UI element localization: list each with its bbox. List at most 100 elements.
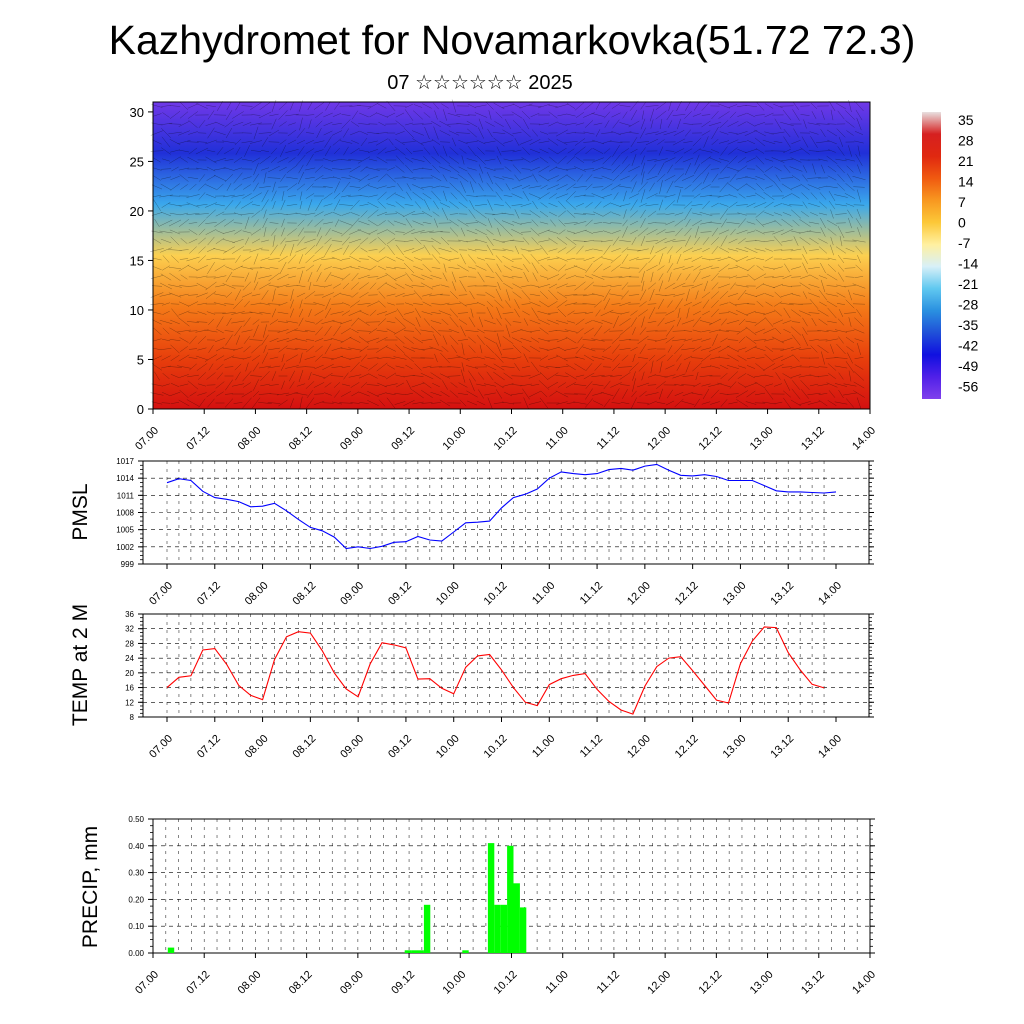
temp-2m-x-tick-label: 10.00 [434, 733, 462, 761]
temp-2m-x-tick-label: 14.00 [816, 733, 844, 761]
pmsl-y-tick-label: 1002 [116, 543, 134, 552]
heatmap-field [153, 102, 870, 409]
precip-bar [513, 883, 520, 953]
heatmap-x-tick-label: 13.00 [748, 425, 776, 453]
heatmap-x-tick-label: 10.00 [440, 425, 468, 453]
colorbar-label: -56 [958, 379, 978, 395]
precip-y-tick-label: 0.40 [128, 842, 144, 851]
precip-x-tick-label: 14.00 [850, 969, 878, 997]
colorbar-label: -7 [958, 235, 971, 251]
precip-bar [519, 907, 527, 953]
precip-bar [500, 904, 508, 953]
precip-bar [404, 950, 412, 953]
pmsl-y-tick-label: 1017 [116, 457, 134, 466]
heatmap-x-tick-label: 14.00 [850, 425, 878, 453]
precip-x-tick-label: 07.00 [133, 969, 161, 997]
pmsl-x-tick-label: 08.00 [243, 580, 271, 608]
temp-2m-y-tick-label: 28 [125, 639, 134, 648]
colorbar [922, 112, 941, 399]
pmsl-x-tick-label: 09.00 [338, 580, 366, 608]
precip-bar [487, 843, 495, 953]
wind-barbs-layer [150, 99, 866, 410]
temp-2m-x-tick-label: 11.12 [578, 733, 605, 760]
pmsl-y-tick-label: 1005 [116, 526, 134, 535]
temp-2m-x-tick-label: 10.12 [482, 733, 510, 761]
temp-2m-y-tick-label: 24 [125, 654, 134, 663]
heatmap-x-tick-label: 08.12 [287, 425, 315, 453]
temp-2m-x-tick-label: 13.12 [768, 733, 796, 761]
precip-y-tick-label: 0.10 [128, 922, 144, 931]
precip-y-tick-label: 0.00 [128, 949, 144, 958]
chart-subtitle: 07 ☆☆☆☆☆☆ 2025 [387, 72, 573, 94]
heatmap-y-tick-label: 25 [130, 154, 144, 169]
temp-2m-y-tick-label: 32 [125, 625, 134, 634]
pmsl-x-tick-label: 12.00 [625, 580, 653, 608]
pmsl-ylabel: PMSL [69, 483, 92, 540]
pmsl-y-tick-label: 1011 [117, 491, 135, 500]
colorbar-label: 14 [958, 174, 974, 190]
pmsl-x-tick-label: 07.12 [195, 580, 223, 608]
heatmap-x-tick-label: 07.12 [184, 425, 212, 453]
colorbar-label: 7 [958, 194, 966, 210]
heatmap-x-tick-label: 12.00 [645, 425, 673, 453]
pmsl-y-tick-label: 1008 [116, 509, 134, 518]
pmsl-x-tick-label: 13.12 [768, 580, 796, 608]
pmsl-x-tick-label: 10.00 [434, 580, 462, 608]
chart-title: Kazhydromet for Novamarkovka(51.72 72.3) [108, 17, 916, 63]
temp-2m-x-tick-label: 09.12 [386, 733, 414, 761]
pmsl-x-tick-label: 13.00 [721, 580, 749, 608]
pmsl-x-tick-label: 14.00 [816, 580, 844, 608]
temp-2m-x-tick-label: 07.00 [147, 733, 175, 761]
heatmap-y-tick-label: 10 [130, 303, 144, 318]
heatmap-y-tick-label: 0 [137, 402, 144, 417]
precip-bar [494, 904, 501, 953]
temp-2m-x-tick-label: 07.12 [195, 733, 223, 761]
temp-2m-x-tick-label: 11.00 [530, 733, 557, 760]
precip-x-tick-label: 09.00 [338, 969, 366, 997]
heatmap-x-tick-label: 10.12 [492, 425, 520, 453]
colorbar-label: 35 [958, 112, 974, 128]
pmsl-x-tick-label: 07.00 [147, 580, 175, 608]
pmsl-x-tick-label: 10.12 [482, 580, 510, 608]
colorbar-label: -49 [958, 358, 978, 374]
precip-x-tick-label: 11.00 [543, 969, 570, 996]
precip-x-tick-label: 10.00 [440, 969, 468, 997]
precip-x-tick-label: 12.12 [697, 969, 725, 997]
heatmap-y-tick-label: 15 [130, 253, 144, 268]
precip-y-tick-label: 0.20 [128, 895, 144, 904]
heatmap-x-tick-label: 09.00 [338, 425, 366, 453]
temp-2m-y-tick-label: 8 [130, 713, 135, 722]
heatmap-x-tick-label: 08.00 [236, 425, 264, 453]
colorbar-label: -35 [958, 317, 978, 333]
precip-bar [507, 845, 514, 953]
temp-2m-x-tick-label: 08.00 [243, 733, 271, 761]
precip-bar [462, 950, 469, 953]
temp-2m-line [166, 626, 825, 715]
pmsl-x-tick-label: 11.00 [530, 580, 557, 607]
heatmap-y-tick-label: 20 [130, 204, 144, 219]
precip-bar [167, 947, 175, 953]
precip-x-tick-label: 12.00 [645, 969, 673, 997]
pmsl-x-tick-label: 08.12 [291, 580, 319, 608]
precip-x-tick-label: 08.00 [236, 969, 264, 997]
temp-2m-x-tick-label: 12.00 [625, 733, 653, 761]
heatmap-x-tick-label: 12.12 [697, 425, 725, 453]
precip-ylabel: PRECIP, mm [79, 826, 102, 948]
pmsl-line [166, 463, 837, 550]
precip-x-tick-label: 09.12 [389, 969, 417, 997]
heatmap-x-tick-label: 11.12 [595, 425, 622, 452]
temp-2m-x-tick-label: 08.12 [291, 733, 319, 761]
heatmap-x-tick-label: 11.00 [543, 425, 570, 452]
temp-2m-y-tick-label: 12 [125, 698, 134, 707]
temp-2m-ylabel: TEMP at 2 M [69, 604, 92, 726]
temp-2m-x-tick-label: 09.00 [338, 733, 366, 761]
heatmap-x-tick-label: 07.00 [133, 425, 161, 453]
precip-y-tick-label: 0.30 [128, 869, 144, 878]
colorbar-label: 28 [958, 133, 974, 149]
colorbar-label: -42 [958, 338, 978, 354]
precip-x-tick-label: 13.00 [748, 969, 776, 997]
precip-bar [417, 950, 424, 953]
heatmap-x-tick-label: 09.12 [389, 425, 417, 453]
temp-2m-y-tick-label: 20 [125, 669, 134, 678]
